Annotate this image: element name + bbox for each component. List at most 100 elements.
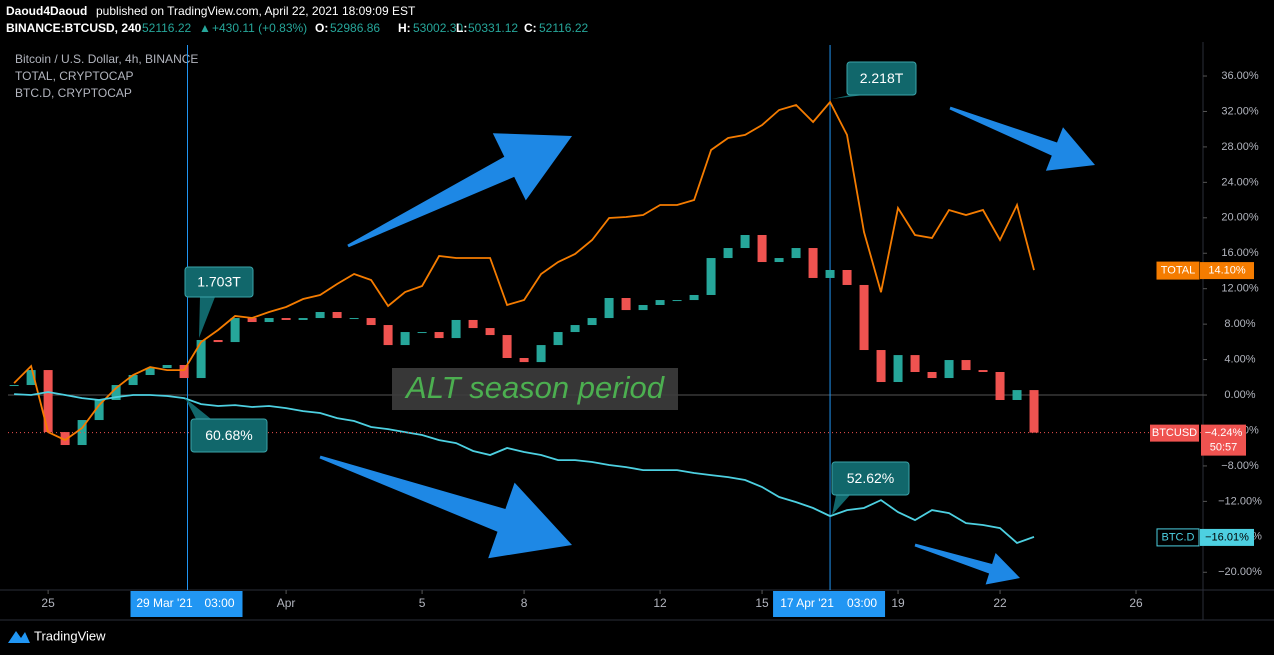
candle [638,305,648,311]
series-name: BTC.D [1162,531,1195,543]
crosshair-label-box [130,591,243,617]
arrow [319,455,572,559]
callout-box [846,61,917,96]
y-tick-label: 20.00% [1221,212,1259,224]
y-tick-label: 36.00% [1221,70,1259,82]
y-tick-label: 12.00% [1221,283,1259,295]
candle [995,372,1005,401]
candle [111,385,121,401]
callout-text: 60.68% [205,427,252,443]
candle [128,375,138,386]
candle [247,318,257,323]
candle [383,325,393,346]
candle [400,332,410,346]
callout-box [190,418,268,453]
candle [145,368,155,376]
ohlc-value: 52116.22 [539,21,588,35]
candle [26,370,36,386]
candle [876,350,886,383]
author: Daoud4Daoud [6,4,87,18]
candle [60,432,70,446]
candle [451,319,461,339]
callout-pointer [185,398,211,419]
logo [8,631,30,643]
candle [417,332,427,334]
candle [927,372,937,379]
crosshair-date: 17 Apr '21 [780,596,834,610]
candle [859,284,869,351]
change-arrow: ▲ [199,21,211,35]
candle [757,234,767,263]
published: published on TradingView.com, April 22, … [96,4,416,18]
candle [485,328,495,336]
series-name-box [1150,424,1199,442]
series-line [14,391,1035,545]
candle [366,318,376,326]
ohlc-value: 52986.86 [330,21,380,35]
y-tick-label: 28.00% [1221,141,1259,153]
candle [842,270,852,285]
x-tick-label: 22 [993,596,1007,610]
last-value-label: −4.24% [1205,427,1243,439]
last-value-box [1200,262,1254,280]
candle [94,400,104,421]
candle [1012,390,1022,401]
candle [689,294,699,301]
legend-entry: Bitcoin / U.S. Dollar, 4h, BINANCE [15,52,198,66]
x-tick-label: 26 [1129,596,1143,610]
countdown: 50:57 [1210,442,1238,454]
candle [179,364,189,379]
candle [740,234,750,249]
candle [1029,390,1039,433]
ohlc-label: C: [524,21,537,35]
legend-entry: BTC.D, CRYPTOCAP [15,86,132,100]
x-tick-label: 5 [419,596,426,610]
crosshair-time: 03:00 [847,596,877,610]
series-line [13,100,1035,442]
callout-pointer [832,95,864,99]
last-price: 52116.22 [142,21,191,35]
series-name: BTCUSD [1152,427,1197,439]
arrow [347,133,572,248]
candle [230,318,240,343]
candle [808,248,818,278]
series-name: TOTAL [1161,264,1195,276]
candle [825,270,835,278]
series-name-box [1156,528,1200,547]
candle [910,355,920,372]
candle [196,340,206,379]
candle [519,357,529,363]
callout-box [184,266,254,298]
ohlc-value: 50331.12 [468,21,518,35]
candle [774,258,784,263]
x-tick-label: 19 [891,596,905,610]
candle [655,300,665,306]
callout-pointer [199,297,215,338]
ohlc-label: H: [398,21,411,35]
callout-text: 1.703T [197,274,241,290]
x-tick-label: 15 [755,596,769,610]
brand: TradingView [34,628,106,643]
crosshair-time: 03:00 [204,596,234,610]
candle [264,318,274,323]
candle [213,340,223,343]
candle [332,312,342,319]
ohlc-label: O: [315,21,328,35]
crosshair-label-box [773,591,886,617]
candle [9,385,19,387]
crosshair-date: 29 Mar '21 [136,596,193,610]
x-tick-label: 8 [521,596,528,610]
candle [791,248,801,259]
candle [434,332,444,339]
last-value-label: −16.01% [1205,531,1249,543]
candle [570,325,580,333]
ohlc-label: L: [456,21,467,35]
candle [162,364,172,369]
y-tick-label: −12.00% [1218,495,1262,507]
legend-entry: TOTAL, CRYPTOCAP [15,69,133,83]
x-tick-label: 12 [653,596,667,610]
candle [298,318,308,320]
y-tick-label: −8.00% [1221,460,1259,472]
candle [893,355,903,383]
y-tick-label: 32.00% [1221,105,1259,117]
